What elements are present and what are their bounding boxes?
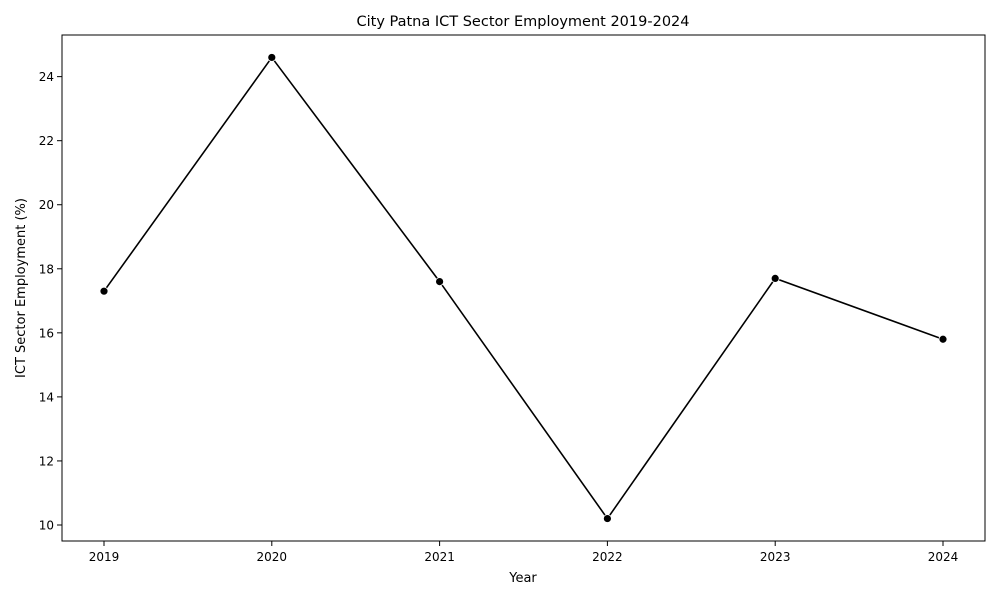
y-tick-label: 16	[39, 326, 54, 340]
y-tick-label: 24	[39, 70, 54, 84]
data-point	[770, 273, 780, 283]
y-tick-label: 22	[39, 134, 54, 148]
x-tick-label: 2020	[257, 550, 288, 564]
x-axis-label: Year	[508, 571, 537, 586]
y-axis-ticks: 10 12 14 16 18 20 22 24	[39, 70, 62, 532]
y-tick-label: 20	[39, 198, 54, 212]
data-points	[99, 53, 948, 523]
x-tick-label: 2024	[928, 550, 959, 564]
x-tick-label: 2019	[89, 550, 120, 564]
data-point	[435, 277, 445, 286]
x-tick-label: 2022	[592, 550, 623, 564]
data-point	[938, 334, 948, 344]
plot-frame	[61, 34, 986, 542]
data-point	[603, 514, 612, 523]
y-tick-label: 10	[39, 518, 54, 532]
series-line	[103, 56, 944, 520]
y-tick-label: 18	[39, 262, 54, 276]
y-axis-label: ICT Sector Employment (%)	[14, 198, 29, 378]
x-axis-ticks: 2019 2020 2021 2022 2023 2024	[89, 541, 959, 564]
y-tick-label: 14	[39, 390, 54, 404]
data-point	[99, 286, 109, 296]
data-point	[267, 53, 277, 62]
y-tick-label: 12	[39, 454, 54, 468]
x-tick-label: 2023	[760, 550, 791, 564]
x-tick-label: 2021	[424, 550, 455, 564]
chart-title: City Patna ICT Sector Employment 2019-20…	[356, 14, 689, 30]
